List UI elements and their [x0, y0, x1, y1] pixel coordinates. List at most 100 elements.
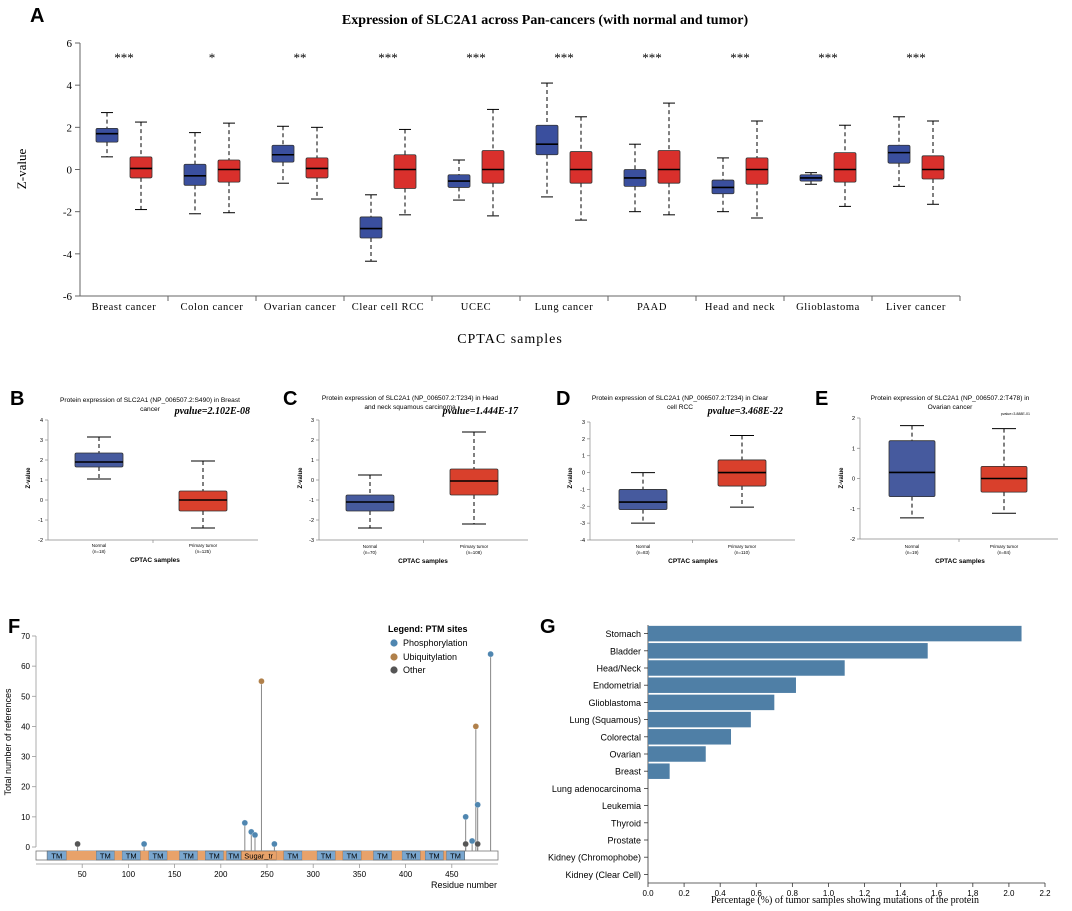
- f-ytick-label: 40: [21, 722, 30, 731]
- f-point-phosphorylation-13: [487, 650, 494, 658]
- a-sig-paad: ***: [642, 50, 662, 65]
- panel-c-cat2: Primary tumor: [460, 544, 489, 549]
- panel-d-cat1: Normal: [636, 544, 651, 549]
- g-label-endometrial: Endometrial: [593, 681, 641, 691]
- f-xtick-label: 200: [214, 870, 228, 879]
- p4-ytick-label: -2: [850, 537, 855, 543]
- legend-label-phosphorylation: Phosphorylation: [403, 638, 468, 648]
- f-point-other-12: [474, 840, 481, 848]
- panel-e-ylabel: Z-value: [839, 467, 845, 489]
- f-point-ubiquitylation-10: [472, 723, 479, 730]
- g-bar-colorectal: [648, 729, 732, 745]
- g-label-head-neck: Head/Neck: [596, 664, 641, 674]
- a-xtick-label-colon-cancer: Colon cancer: [181, 302, 244, 313]
- g-label-glioblastoma: Glioblastoma: [588, 698, 641, 708]
- f-ytick-label: 10: [21, 813, 30, 822]
- a-xtick-label-ovarian-cancer: Ovarian cancer: [264, 302, 336, 313]
- g-label-thyroid: Thyroid: [611, 818, 641, 828]
- f-point-phosphorylation-7: [462, 813, 469, 821]
- p2-ytick-label: -1: [309, 498, 314, 504]
- f-ytick-label: 0: [26, 843, 31, 852]
- panel-b-title-2: cancer: [140, 406, 161, 413]
- g-xtick-label: 0.2: [679, 889, 691, 898]
- p4-ytick-label: -1: [850, 507, 855, 513]
- g-xtick-label: 1.2: [859, 889, 871, 898]
- p1-ytick-label: 0: [40, 498, 43, 504]
- legend-swatch-ubiquitylation: [390, 653, 398, 661]
- p4-box-normal-box: [888, 440, 936, 498]
- f-linker-1: [114, 851, 122, 860]
- f-xtick-label: 250: [260, 870, 274, 879]
- panel-c-cat1: Normal: [363, 544, 378, 549]
- a-ytick-label: -6: [63, 291, 73, 303]
- f-domain-label-3: TM: [153, 852, 164, 861]
- g-bar-breast: [648, 763, 670, 779]
- f-ytick-label: 20: [21, 783, 30, 792]
- panel-b-pvalue: pvalue=2.102E-08: [174, 406, 250, 417]
- panel-c-n1: (n=70): [363, 550, 377, 555]
- panel-b-plot: Protein expression of SLC2A1 (NP_006507.…: [26, 397, 258, 564]
- p4-ytick-label: 1: [852, 446, 855, 452]
- panel-g-xlabel: Percentage (%) of tumor samples showing …: [711, 895, 979, 906]
- a-box-normal-breast-cancer-box: [95, 127, 119, 143]
- a-xtick-label-glioblastoma: Glioblastoma: [796, 302, 860, 313]
- panel-c-pvalue: pvalue=1.444E-17: [442, 406, 519, 417]
- panel-b-n1: (n=18): [92, 549, 106, 554]
- g-label-lung-squamous: Lung (Squamous): [569, 715, 641, 725]
- a-sig-ucec: ***: [466, 50, 486, 65]
- g-bar-endometrial: [648, 677, 796, 693]
- f-linker-11: [391, 851, 402, 860]
- p2-ytick-label: 0: [311, 478, 314, 484]
- panel-a-plot: 6 4 2 0 -2 -4 -6 Breast cancer *** Colon cancer * O…: [63, 38, 961, 313]
- panel-c-title-2: and neck squamous carcinoma: [364, 404, 456, 411]
- g-label-colorectal: Colorectal: [600, 732, 641, 742]
- a-xtick-label-liver-cancer: Liver cancer: [886, 302, 946, 313]
- a-xtick-label-head-and-neck: Head and neck: [705, 302, 775, 313]
- g-label-leukemia: Leukemia: [602, 801, 641, 811]
- a-sig-ovarian-cancer: **: [294, 50, 307, 65]
- legend-swatch-phosphorylation: [390, 639, 398, 647]
- f-domain-label-14: TM: [450, 852, 461, 861]
- f-domain-label-0: TM: [51, 852, 62, 861]
- panel-e-pvalue: pvalue=3.888E-01: [1001, 412, 1030, 416]
- g-label-prostate: Prostate: [607, 836, 641, 846]
- f-ytick-label: 30: [21, 753, 30, 762]
- legend-swatch-other: [390, 666, 398, 674]
- a-sig-head-and-neck: ***: [730, 50, 750, 65]
- p3-ytick-label: -3: [580, 521, 585, 527]
- f-domain-label-1: TM: [100, 852, 111, 861]
- p3-ytick-label: 0: [582, 471, 585, 477]
- g-label-stomach: Stomach: [605, 629, 641, 639]
- a-ytick-label: -4: [63, 249, 73, 261]
- f-point-other-0: [74, 840, 81, 848]
- f-ytick-label: 50: [21, 692, 30, 701]
- g-xtick-label: 1.4: [895, 889, 907, 898]
- legend-label-other: Other: [403, 665, 426, 675]
- g-label-ovarian: Ovarian: [609, 750, 641, 760]
- f-linker-8: [302, 851, 317, 860]
- g-bar-stomach: [648, 625, 1022, 642]
- a-box-tumor-head-and-neck-box: [745, 157, 769, 185]
- f-linker-7: [276, 851, 284, 860]
- a-box-tumor-colon-cancer-box: [217, 159, 241, 183]
- panel-e-cat1: Normal: [905, 544, 920, 549]
- f-point-phosphorylation-11: [474, 801, 481, 808]
- f-point-phosphorylation-1: [140, 840, 148, 848]
- f-domain-label-6: TM: [228, 852, 239, 861]
- panel-d-cat2: Primary tumor: [728, 544, 757, 549]
- panel-b-cat2: Primary tumor: [189, 543, 218, 548]
- p1-ytick-label: -1: [38, 518, 43, 524]
- a-sig-glioblastoma: ***: [818, 50, 838, 65]
- p3-ytick-label: -2: [580, 504, 585, 510]
- a-box-tumor-clear-cell-rcc-box: [393, 154, 417, 189]
- p2-ytick-label: -2: [309, 518, 314, 524]
- g-xtick-label: 1.0: [823, 889, 835, 898]
- a-xtick-label-breast-cancer: Breast cancer: [92, 302, 157, 313]
- panel-letter-b: B: [10, 388, 24, 410]
- f-ytick-label: 70: [21, 632, 30, 641]
- panel-e-n1: (n=19): [905, 550, 919, 555]
- a-box-normal-ovarian-cancer-box: [271, 144, 295, 163]
- a-ytick-label: 6: [67, 38, 73, 50]
- f-xtick-label: 100: [122, 870, 136, 879]
- a-ytick-label: 4: [67, 80, 73, 92]
